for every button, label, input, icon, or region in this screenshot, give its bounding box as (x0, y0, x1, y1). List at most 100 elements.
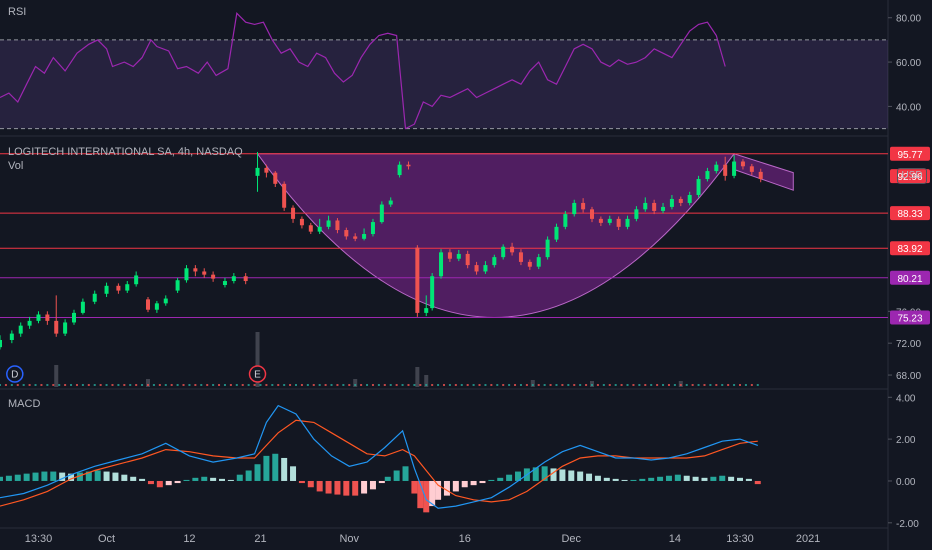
candle-body (634, 209, 639, 219)
volume-tick (395, 384, 398, 386)
volume-tick (75, 384, 78, 386)
time-axis-label: 14 (669, 533, 681, 545)
volume-tick (141, 384, 144, 386)
macd-histogram-bar (586, 473, 593, 481)
volume-tick (241, 384, 244, 386)
macd-histogram-bar (112, 472, 119, 481)
candle-body (9, 333, 14, 340)
candle-body (335, 220, 340, 231)
volume-tick (93, 384, 96, 386)
price-title: LOGITECH INTERNATIONAL SA, 4h, NASDAQ (8, 146, 243, 158)
volume-tick (437, 384, 440, 386)
candle-body (231, 276, 236, 282)
macd-histogram-bar (754, 480, 761, 485)
volume-bar (255, 332, 260, 387)
macd-histogram-bar (59, 472, 66, 481)
volume-tick (626, 384, 629, 386)
volume-tick (644, 384, 647, 386)
candle-body (344, 230, 349, 237)
candle-body (536, 257, 541, 267)
volume-tick (324, 384, 327, 386)
volume-tick (543, 384, 546, 386)
volume-tick (389, 384, 392, 386)
candle-body (211, 274, 216, 279)
volume-tick (223, 384, 226, 386)
candle-body (554, 226, 559, 240)
volume-tick (123, 384, 126, 386)
candle-body (447, 252, 452, 259)
candle-body (36, 314, 41, 321)
candle-body (0, 339, 2, 348)
price-badge (890, 146, 930, 161)
volume-bar (146, 379, 150, 387)
macd-histogram-bar (402, 466, 409, 481)
event-marker-label: E (254, 370, 261, 381)
volume-tick (537, 384, 540, 386)
volume-bar (54, 365, 59, 387)
candle-body (291, 207, 296, 219)
volume-tick (170, 384, 173, 386)
candle-body (45, 314, 50, 321)
macd-histogram-bar (435, 480, 442, 500)
volume-tick (413, 384, 416, 386)
macd-histogram-bar (245, 470, 252, 481)
macd-histogram-bar (361, 480, 368, 494)
macd-histogram-bar (603, 477, 610, 481)
volume-tick (472, 384, 475, 386)
candle-body (607, 218, 612, 223)
candle-body (687, 194, 692, 203)
volume-tick (111, 384, 114, 386)
volume-tick (247, 384, 250, 386)
volume-bar (415, 367, 420, 387)
price-badge (890, 169, 930, 184)
macd-histogram-bar (657, 476, 664, 481)
macd-histogram-bar (515, 471, 521, 481)
volume-tick (46, 384, 49, 386)
volume-tick (484, 384, 487, 386)
candle-body (643, 202, 648, 210)
volume-tick (342, 384, 345, 386)
volume-tick (164, 384, 167, 386)
volume-tick (271, 384, 274, 386)
candle-body (439, 252, 444, 277)
volume-tick (200, 384, 203, 386)
macd-histogram-bar (532, 467, 539, 481)
volume-tick (28, 384, 31, 386)
volume-tick (218, 384, 221, 386)
price-badge (890, 206, 930, 221)
macd-histogram-bar (41, 471, 48, 481)
volume-tick (667, 384, 670, 386)
volume-tick (460, 384, 463, 386)
macd-histogram-bar (121, 474, 128, 481)
candle-body (397, 164, 402, 176)
macd-histogram-bar (745, 478, 752, 481)
candle-body (616, 218, 621, 227)
volume-tick (81, 384, 84, 386)
volume-tick (596, 384, 599, 386)
macd-histogram-bar (630, 479, 637, 481)
volume-tick (425, 384, 428, 386)
rsi-line (0, 12, 726, 130)
macd-histogram-bar (648, 477, 655, 481)
macd-histogram-bar (541, 466, 548, 481)
time-axis-label: 2021 (796, 533, 820, 545)
volume-tick (289, 384, 292, 386)
candle-body (714, 164, 719, 172)
rsi-tick-label: 80.00 (896, 14, 921, 25)
macd-histogram-bar (594, 475, 601, 481)
volume-tick (508, 384, 511, 386)
currency-badge[interactable]: USD (897, 168, 927, 184)
candle-body (723, 164, 728, 176)
rsi-tick-label: 40.00 (896, 102, 921, 113)
candle-body (625, 218, 630, 227)
candle-body (598, 218, 603, 223)
macd-histogram-bar (737, 477, 743, 481)
macd-histogram-bar (85, 471, 92, 481)
macd-histogram-bar (165, 480, 172, 486)
candle-body (749, 166, 754, 172)
volume-tick (555, 384, 558, 386)
macd-signal-line (0, 419, 758, 507)
volume-tick (206, 384, 209, 386)
price-badge-label: 88.33 (897, 209, 922, 220)
volume-tick (16, 384, 19, 386)
